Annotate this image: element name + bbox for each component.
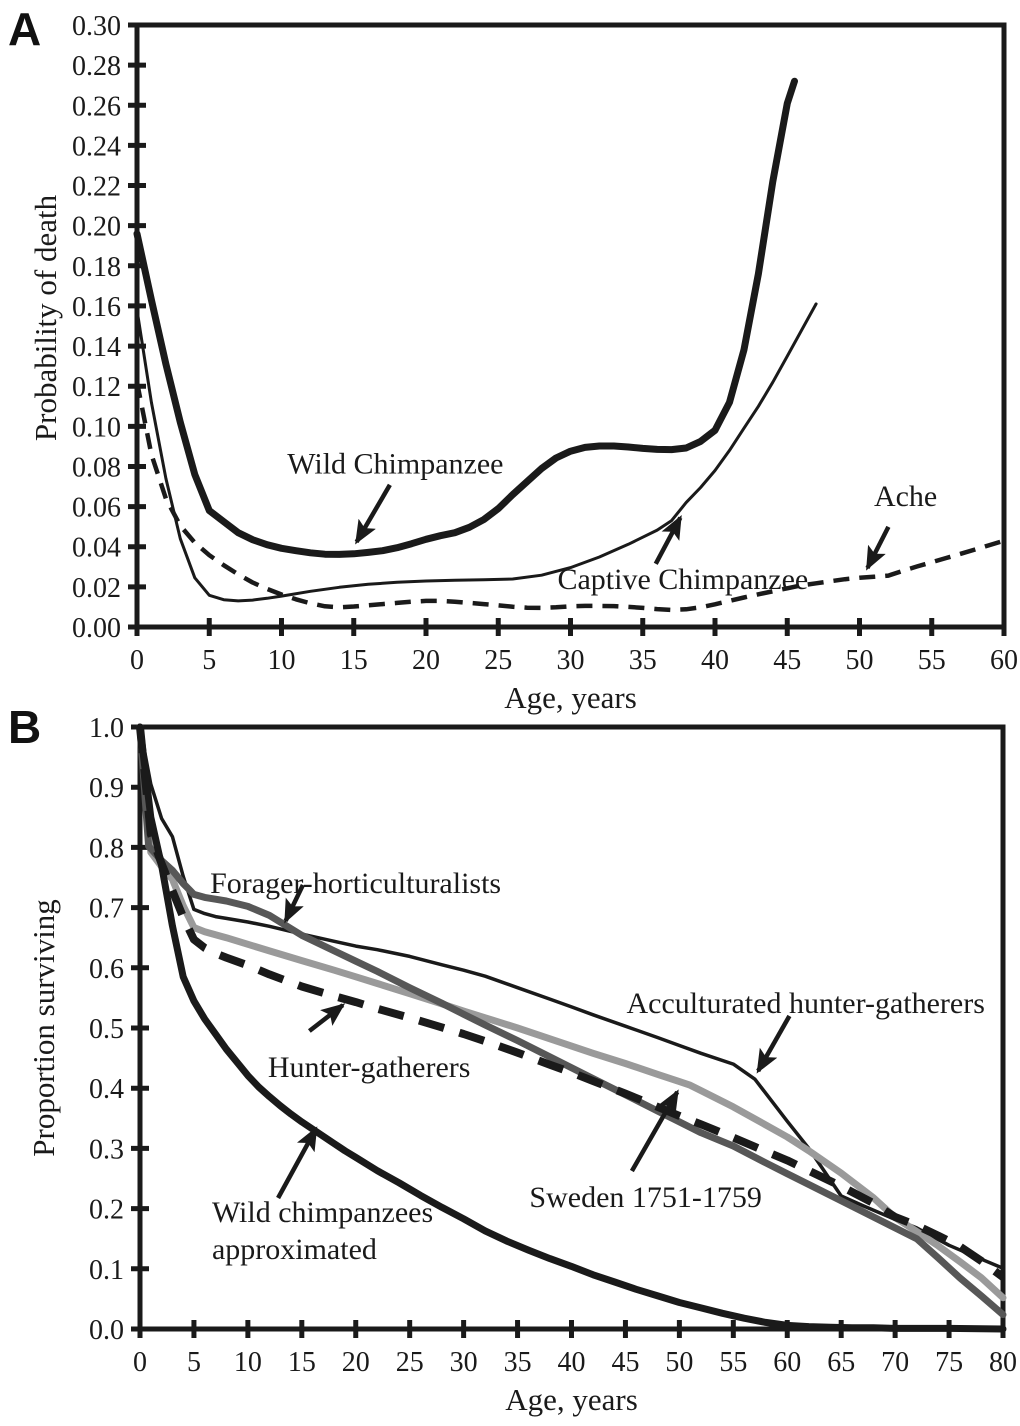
series-captive-chimpanzee (135, 302, 818, 603)
hunter-gatherers-label: Hunter-gatherers (268, 1051, 471, 1084)
sweden-label: Sweden 1751-1759 (529, 1181, 761, 1214)
panel-b-x-tick-label: 25 (396, 1347, 424, 1378)
series-ache (134, 381, 1005, 613)
panel-b-x-tick-label: 60 (773, 1347, 801, 1378)
panel-b-x-tick-label: 30 (450, 1347, 478, 1378)
series-forager-horticulturalists (136, 723, 1007, 1319)
panel-b-x-tick-label: 70 (881, 1347, 909, 1378)
panel-b-y-tick-label: 0.8 (89, 833, 124, 864)
captive-chimpanzee-label: Captive Chimpanzee (557, 563, 808, 596)
ache-label-arrow (865, 525, 891, 571)
hunter-gatherers-label-arrow (307, 1003, 346, 1033)
panel-b-y-tick-label: 0.9 (89, 773, 124, 804)
panel-a-x-tick-label: 15 (340, 645, 368, 676)
panel-a-x-tick-label: 55 (918, 645, 946, 676)
panel-b-x-tick-label: 10 (234, 1347, 262, 1378)
panel-a-y-tick-label: 0.24 (72, 131, 121, 162)
series-hunter-gatherers (136, 726, 1006, 1281)
acculturated-hunter-gatherers-label: Acculturated hunter-gatherers (627, 987, 985, 1020)
captive-chimpanzee-label-arrow (653, 514, 683, 565)
panel-b-y-tick-label: 0.4 (89, 1074, 124, 1105)
panel-a-y-tick-label: 0.22 (72, 172, 121, 203)
panel-a-x-tick-label: 25 (484, 645, 512, 676)
panel-a: 0 5 10 15 20 25 30 35 40 45 50 55 60 0.00 0.02 0.04 0.06… (28, 11, 1018, 715)
sweden-label-arrow (629, 1089, 680, 1173)
ache-label: Ache (874, 480, 937, 513)
panel-a-y-tick-label: 0.16 (72, 292, 121, 323)
panel-a-x-tick-label: 60 (990, 645, 1018, 676)
panel-b-x-tick-label: 55 (719, 1347, 747, 1378)
panel-b-x-tick-label: 80 (989, 1347, 1017, 1378)
series-sweden-1751-1759 (136, 723, 1007, 1302)
wild-chimpanzee-label: Wild Chimpanzee (287, 447, 503, 480)
panel-a-x-tick-label: 50 (846, 645, 874, 676)
panel-a-y-tick-label: 0.04 (72, 533, 121, 564)
series-wild-chimpanzee (133, 77, 798, 558)
panel-b-x-tick-label: 50 (665, 1347, 693, 1378)
panel-b-x-tick-label: 35 (504, 1347, 532, 1378)
panel-a-x-tick-label: 20 (412, 645, 440, 676)
panel-a-x-tick-label: 10 (268, 645, 296, 676)
panel-b-x-tick-label: 0 (133, 1347, 147, 1378)
panel-a-y-tick-label: 0.28 (72, 51, 121, 82)
panel-b-x-tick-label: 20 (342, 1347, 370, 1378)
panel-b-y-tick-label: 0.5 (89, 1014, 124, 1045)
panel-a-y-tick-label: 0.20 (72, 212, 121, 243)
acculturated-hunter-gatherers-label-arrow (756, 1014, 792, 1074)
panel-a-letter: A (8, 3, 42, 55)
panel-b-x-tick-label: 15 (288, 1347, 316, 1378)
series-acculturated-hunter-gatherers (138, 725, 1005, 1270)
panel-b-y-tick-label: 0.1 (89, 1255, 124, 1286)
panel-b: 0 5 10 15 20 25 30 35 40 45 50 55 60 65 70 75 80 0.0 0.1 0.… (26, 713, 1017, 1417)
wild-chimpanzee-label-arrow (354, 483, 392, 545)
panel-a-x-tick-label: 5 (202, 645, 216, 676)
panel-a-y-tick-label: 0.08 (72, 452, 121, 483)
wild-chimpanzees-approximated-label-arrow (276, 1126, 318, 1200)
panel-a-x-tick-label: 0 (130, 645, 144, 676)
panel-a-y-tick-label: 0.02 (72, 573, 121, 604)
panel-a-x-axis-title: Age, years (504, 680, 637, 715)
panel-b-x-tick-label: 45 (611, 1347, 639, 1378)
wild-chimpanzees-approximated-label-line1: Wild chimpanzees (212, 1196, 433, 1229)
panel-b-x-tick-label: 5 (187, 1347, 201, 1378)
series-wild-chimpanzees-approximated (136, 723, 1007, 1333)
panel-b-x-tick-label: 65 (827, 1347, 855, 1378)
panel-a-plot-frame (134, 22, 1007, 630)
panel-a-y-tick-label: 0.06 (72, 493, 121, 524)
panel-a-y-tick-label: 0.12 (72, 372, 121, 403)
panel-b-y-tick-label: 0.7 (89, 894, 124, 925)
panel-a-y-tick-label: 0.30 (72, 11, 121, 42)
panel-a-x-tick-label: 45 (773, 645, 801, 676)
panel-a-y-tick-label: 0.10 (72, 412, 121, 443)
forager-horticulturalists-label-arrow (283, 884, 305, 924)
panel-b-letter: B (8, 701, 42, 753)
panel-b-y-axis-title: Proportion surviving (26, 899, 61, 1156)
panel-b-y-tick-label: 0.6 (89, 954, 124, 985)
panel-a-x-tick-label: 35 (629, 645, 657, 676)
panel-a-y-tick-label: 0.14 (72, 332, 121, 363)
panel-b-y-tick-label: 1.0 (89, 713, 124, 744)
panel-a-y-tick-label: 0.00 (72, 613, 121, 644)
panel-a-y-axis-title: Probability of death (28, 194, 63, 441)
panel-b-x-tick-label: 40 (558, 1347, 586, 1378)
panel-b-x-tick-label: 75 (935, 1347, 963, 1378)
panel-a-y-tick-label: 0.26 (72, 91, 121, 122)
panel-b-y-tick-label: 0.2 (89, 1195, 124, 1226)
panel-b-y-tick-label: 0.0 (89, 1315, 124, 1346)
panel-a-x-tick-label: 40 (701, 645, 729, 676)
panel-a-y-tick-label: 0.18 (72, 252, 121, 283)
panel-b-x-axis-title: Age, years (505, 1382, 638, 1417)
panel-a-x-tick-label: 30 (557, 645, 585, 676)
forager-horticulturalists-label: Forager-horticulturalists (210, 867, 501, 900)
wild-chimpanzees-approximated-label-line2: approximated (212, 1233, 377, 1266)
panel-b-y-tick-label: 0.3 (89, 1134, 124, 1165)
